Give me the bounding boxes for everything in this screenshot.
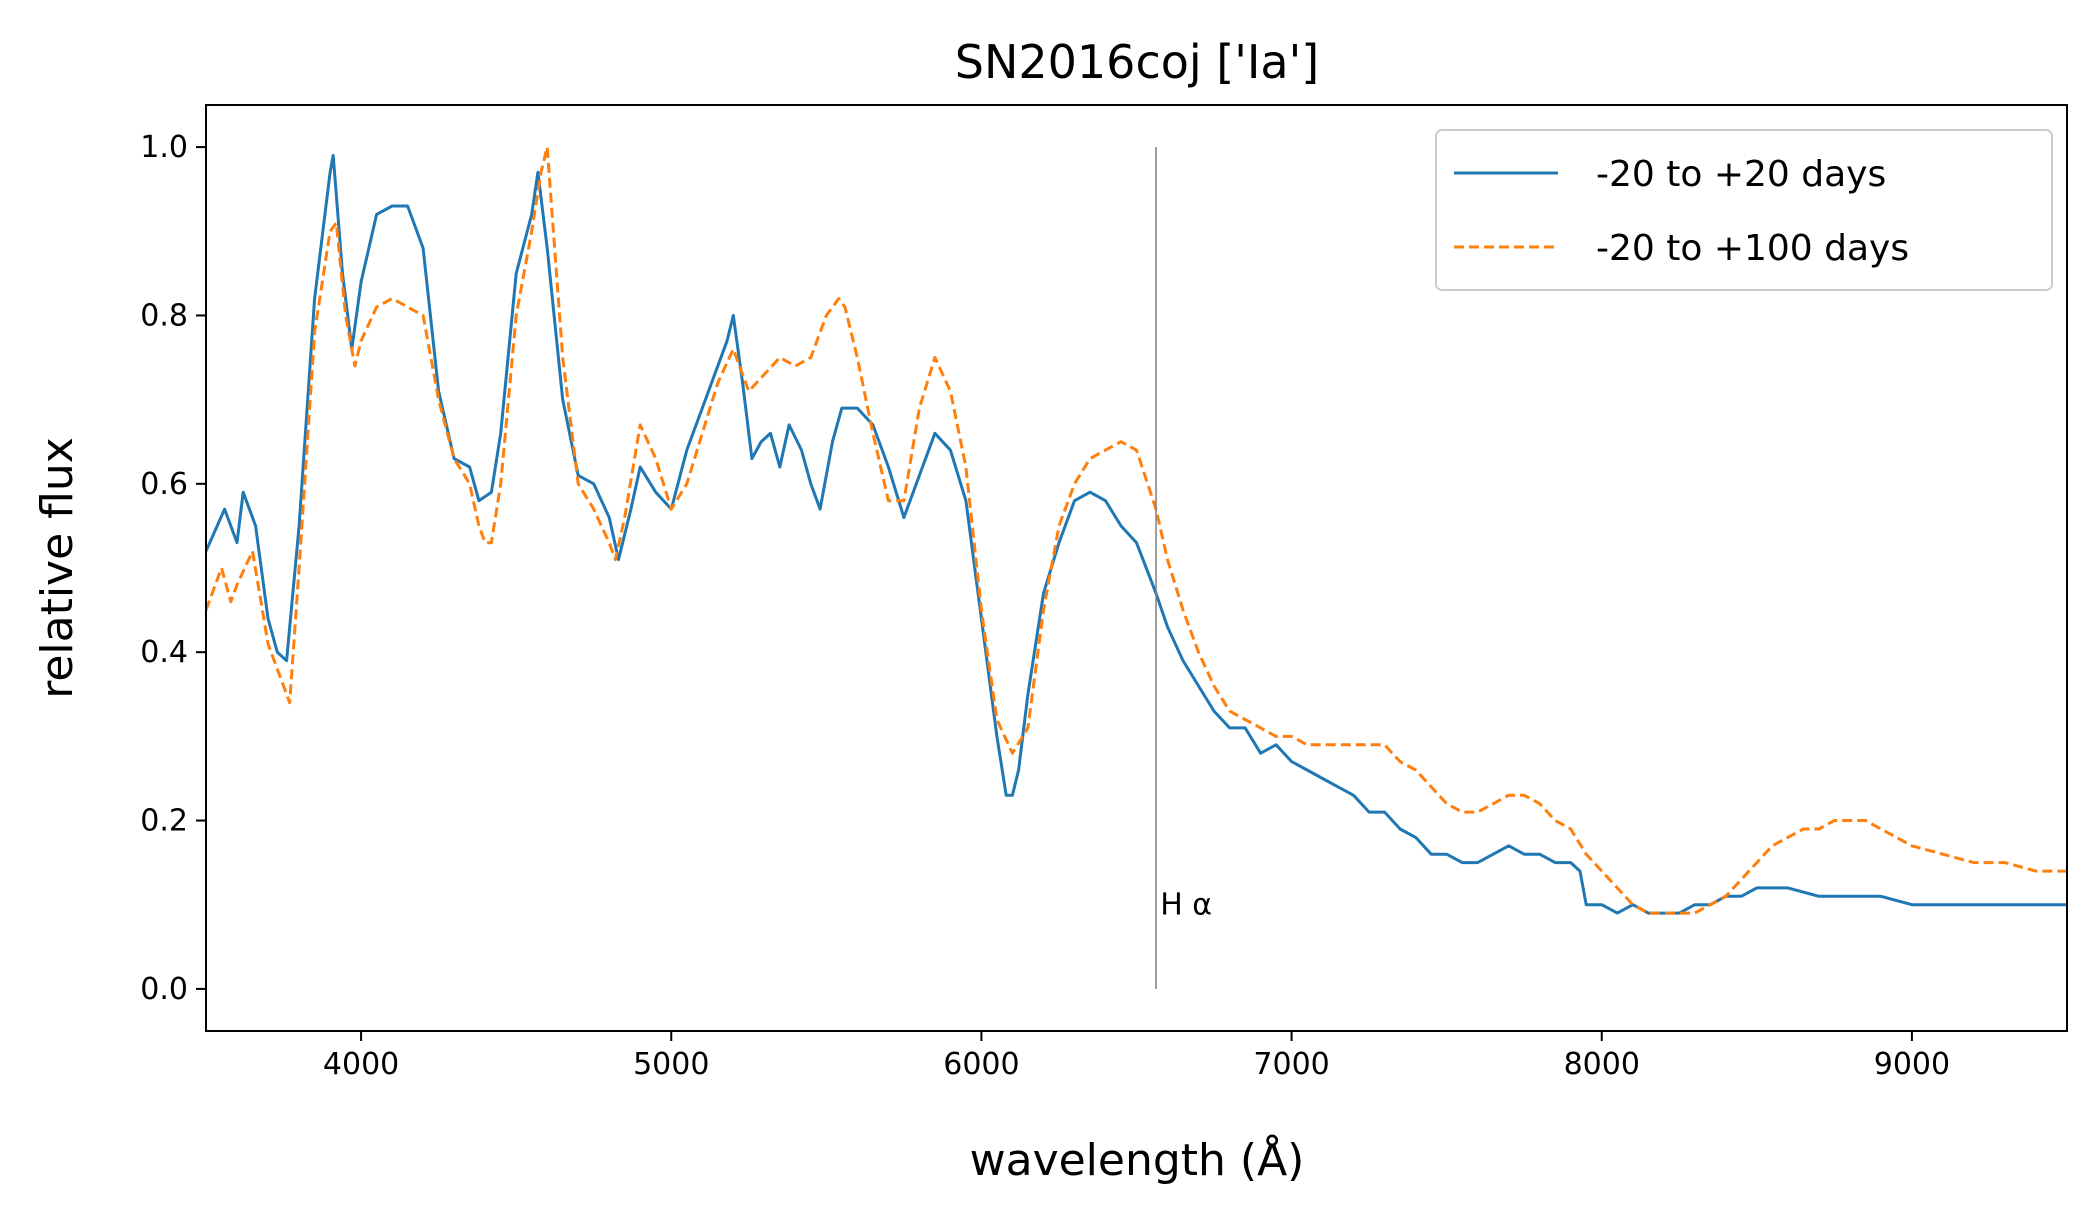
h-alpha-label: H α bbox=[1160, 888, 1212, 923]
y-tick-label: 0.2 bbox=[140, 804, 188, 839]
legend-label-2: -20 to +100 days bbox=[1596, 228, 1909, 269]
x-tick-label: 4000 bbox=[323, 1047, 399, 1082]
y-tick-label: 0.0 bbox=[140, 972, 188, 1007]
y-tick-label: 0.8 bbox=[140, 298, 188, 333]
legend: -20 to +20 days -20 to +100 days bbox=[1435, 129, 2053, 291]
x-tick-label: 9000 bbox=[1874, 1047, 1950, 1082]
y-tick-label: 0.6 bbox=[140, 467, 188, 502]
series-line-2 bbox=[206, 145, 2067, 915]
x-tick-label: 8000 bbox=[1564, 1047, 1640, 1082]
y-tick-label: 0.4 bbox=[140, 635, 188, 670]
x-tick-label: 6000 bbox=[943, 1047, 1019, 1082]
chart-title: SN2016coj ['Ia'] bbox=[955, 35, 1319, 89]
x-axis-label: wavelength (Å) bbox=[970, 1133, 1305, 1186]
x-tick-label: 7000 bbox=[1253, 1047, 1329, 1082]
annotation-layer: H α bbox=[1155, 147, 1212, 989]
series-layer bbox=[206, 145, 2067, 915]
plot-frame bbox=[205, 104, 2068, 1032]
x-axis: 4000 5000 6000 7000 8000 9000 bbox=[323, 1031, 1950, 1082]
y-axis-label: relative flux bbox=[32, 437, 83, 699]
series-line-1 bbox=[206, 154, 2067, 915]
y-tick-label: 1.0 bbox=[140, 130, 188, 165]
x-tick-label: 5000 bbox=[633, 1047, 709, 1082]
legend-label-1: -20 to +20 days bbox=[1596, 154, 1886, 195]
legend-box bbox=[1435, 129, 2053, 291]
y-axis: 0.0 0.2 0.4 0.6 0.8 1.0 bbox=[140, 130, 206, 1007]
